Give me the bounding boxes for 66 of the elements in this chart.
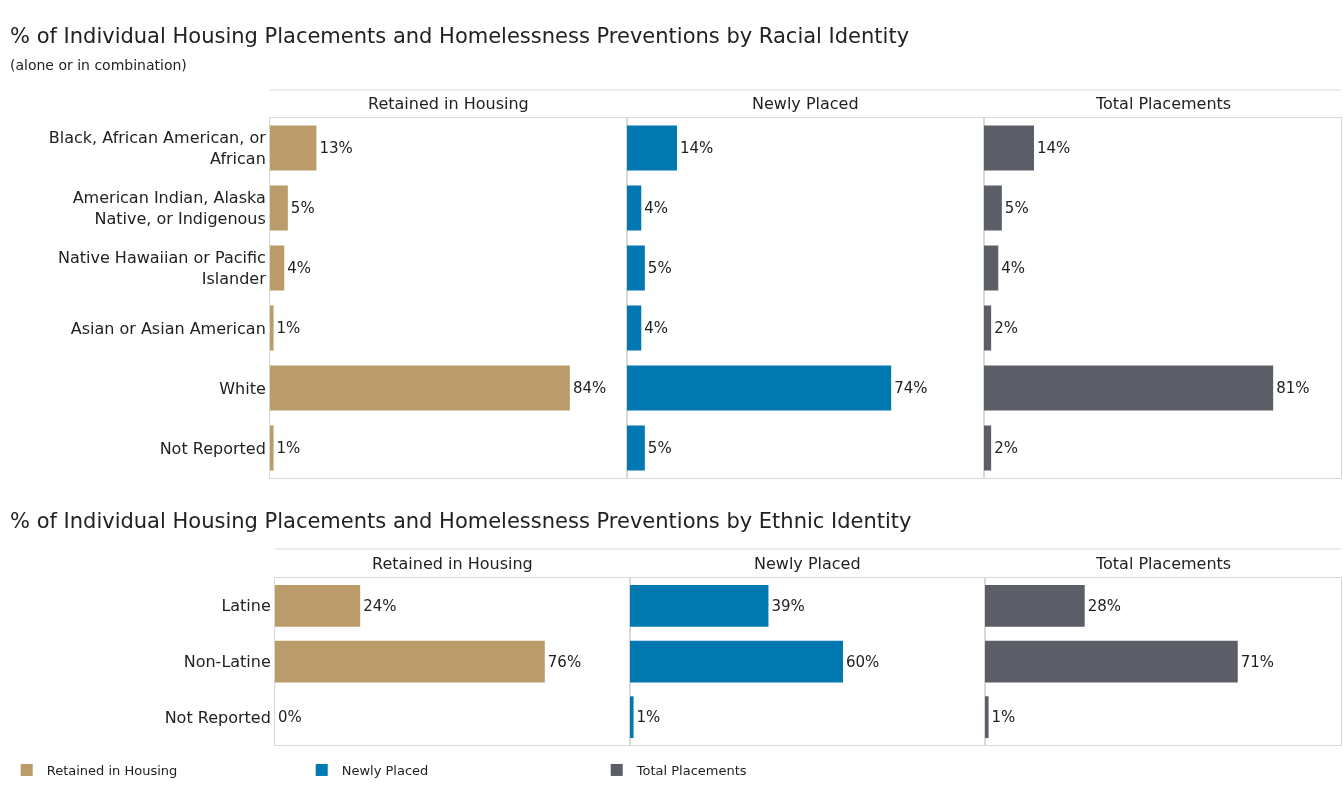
data-label: 39% — [771, 596, 805, 615]
data-label: 76% — [547, 652, 582, 671]
x-axis-title: Newly Placed — [754, 554, 861, 573]
y-tick-label: Not Reported — [159, 438, 266, 458]
data-label: 2% — [994, 319, 1018, 337]
legend-label: Newly Placed — [341, 763, 429, 779]
y-tick-label: White — [219, 378, 266, 398]
data-label: 74% — [894, 379, 928, 397]
data-label: 2% — [994, 439, 1018, 457]
data-label: 4% — [1001, 259, 1026, 277]
data-label: 60% — [846, 652, 880, 671]
bar — [984, 425, 992, 471]
bar — [270, 185, 288, 231]
x-axis-title: Retained in Housing — [368, 94, 529, 113]
data-label: 0% — [278, 708, 302, 727]
data-label: 5% — [647, 259, 672, 277]
bar — [627, 365, 892, 411]
bar — [270, 425, 274, 471]
bar — [270, 125, 317, 171]
data-label: 1% — [276, 439, 301, 457]
data-label: 1% — [276, 319, 301, 337]
x-axis-title: Newly Placed — [752, 94, 859, 113]
data-label: 14% — [1036, 139, 1071, 157]
data-label: 5% — [290, 199, 315, 217]
bar — [984, 305, 992, 351]
bar — [984, 365, 1274, 411]
y-tick-label: Latine — [221, 596, 271, 616]
y-tick-label: American Indian, Alaska Native, or Indigenous — [72, 188, 266, 228]
text: (alone or in combination) — [10, 57, 187, 73]
data-label: 4% — [644, 199, 669, 217]
bar — [270, 305, 274, 351]
x-axis-title: Retained in Housing — [372, 554, 533, 573]
chart-title: % of Individual Housing Placements and Homelessness Preventions by Ethnic Identity — [10, 509, 912, 533]
legend-label: Total Placements — [635, 763, 747, 779]
data-label: 13% — [319, 139, 353, 157]
bar — [984, 185, 1002, 231]
data-label: 5% — [1004, 199, 1029, 217]
data-label: 14% — [679, 139, 714, 157]
y-tick-label: Asian or Asian American — [70, 318, 266, 338]
y-tick-label: Not Reported — [164, 707, 271, 727]
bar — [627, 125, 677, 171]
data-label: 4% — [287, 259, 312, 277]
y-tick-label: Non-Latine — [183, 652, 271, 672]
bar — [627, 245, 645, 291]
bar — [270, 365, 570, 411]
data-label: 1% — [991, 708, 1016, 727]
bar — [627, 425, 645, 471]
y-tick-label: Black, African American, or African — [48, 128, 267, 168]
bar — [984, 125, 1034, 171]
data-label: 84% — [572, 379, 607, 397]
x-axis-title: Total Placements — [1095, 94, 1232, 113]
x-axis-title: Total Placements — [1095, 554, 1232, 573]
legend-label: Retained in Housing — [46, 763, 178, 779]
data-label: 81% — [1276, 379, 1310, 397]
chart-title: % of Individual Housing Placements and Homelessness Preventions by Racial Identity — [10, 24, 910, 48]
bar — [627, 305, 642, 351]
y-tick-label: Native Hawaiian or Pacific Islander — [57, 248, 267, 288]
bar — [627, 185, 642, 231]
data-label: 4% — [644, 319, 669, 337]
bar — [270, 245, 285, 291]
data-label: 5% — [647, 439, 672, 457]
data-label: 28% — [1087, 596, 1122, 615]
data-label: 1% — [636, 708, 661, 727]
bar — [984, 245, 999, 291]
data-label: 24% — [363, 596, 397, 615]
data-label: 71% — [1240, 652, 1275, 671]
